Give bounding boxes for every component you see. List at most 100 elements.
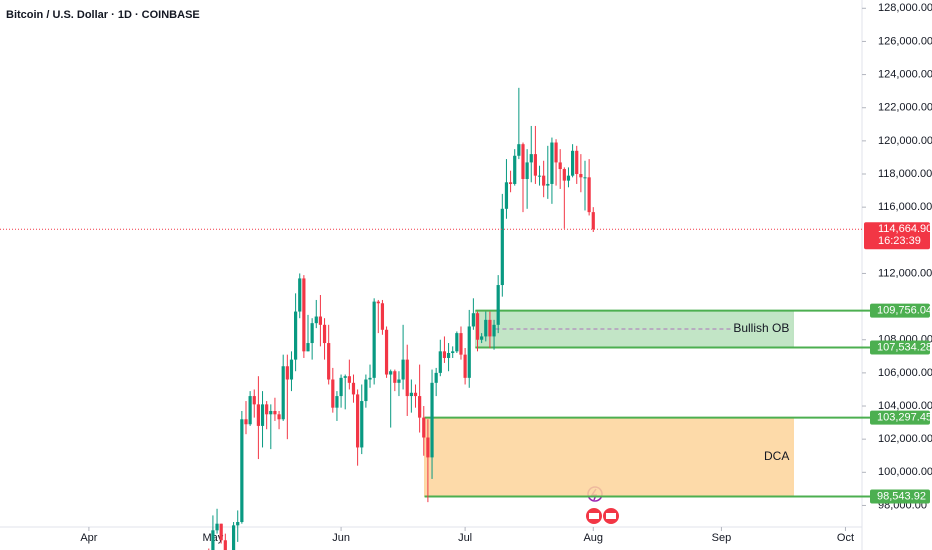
candle-body xyxy=(236,522,240,526)
zone-price-label: 107,534.28 xyxy=(877,341,932,353)
candle-body xyxy=(281,366,285,420)
candle-body xyxy=(298,278,302,312)
candle-body xyxy=(546,183,550,186)
y-tick-label: 100,000.00 xyxy=(878,466,932,478)
y-tick-label: 120,000.00 xyxy=(878,135,932,147)
y-tick-label: 102,000.00 xyxy=(878,433,932,445)
candle-body xyxy=(397,379,401,383)
icon xyxy=(589,513,599,519)
zone-price-label: 98,543.92 xyxy=(877,490,926,502)
candle-body xyxy=(521,144,525,179)
zone-price-box xyxy=(870,410,930,425)
y-tick-label: 126,000.00 xyxy=(878,35,932,47)
zone xyxy=(424,417,794,497)
candle-body xyxy=(252,396,256,405)
x-tick-label: Oct xyxy=(837,532,854,544)
candle-body xyxy=(438,351,442,373)
candle-body xyxy=(426,437,430,458)
candle-body xyxy=(380,303,385,330)
candle-body xyxy=(554,142,558,163)
x-tick-label: Apr xyxy=(80,532,97,544)
candle-body xyxy=(331,379,335,408)
candle-body xyxy=(570,150,575,176)
zone-price-box xyxy=(870,340,930,355)
zone-price-box xyxy=(870,303,930,318)
y-tick-label: 106,000.00 xyxy=(878,367,932,379)
y-tick-label: 112,000.00 xyxy=(878,267,932,279)
candle-body xyxy=(360,401,364,448)
candle-body xyxy=(240,419,244,523)
zone-price-label: 103,297.45 xyxy=(877,412,932,424)
candle-body xyxy=(558,162,562,170)
candle-body xyxy=(327,343,331,380)
candle-body xyxy=(484,319,488,337)
candle-body xyxy=(314,316,318,324)
candle-body xyxy=(550,142,554,184)
candle-body xyxy=(542,175,546,186)
x-tick-label: Aug xyxy=(583,532,603,544)
candle-body xyxy=(260,404,265,426)
countdown-label: 16:23:39 xyxy=(878,235,921,247)
y-tick-label: 116,000.00 xyxy=(878,201,932,213)
candle-body xyxy=(211,530,215,550)
candle-body xyxy=(467,326,471,378)
candle-body xyxy=(529,154,533,163)
candle-body xyxy=(310,323,314,344)
candle-body xyxy=(591,212,595,230)
last-price-label: 114,664.90 xyxy=(878,223,932,235)
candle-body xyxy=(302,278,306,352)
candle-body xyxy=(575,150,579,175)
candle-body xyxy=(471,313,475,327)
candle-body xyxy=(285,366,289,380)
zone-price-box xyxy=(870,489,930,504)
candle-body xyxy=(248,396,252,425)
candle-body xyxy=(537,175,542,177)
candle-body xyxy=(231,525,236,550)
candle-body xyxy=(393,371,397,383)
candle-body xyxy=(508,182,513,184)
candle-body xyxy=(413,392,418,397)
candle-body xyxy=(364,379,368,402)
candle-body xyxy=(223,540,227,550)
candle-body xyxy=(368,377,372,380)
candle-body xyxy=(525,162,529,179)
candle-body xyxy=(277,414,281,420)
candle-body xyxy=(459,333,463,355)
candle-body xyxy=(244,419,248,425)
candle-body xyxy=(422,417,426,438)
candle-body xyxy=(372,301,376,378)
candle-body xyxy=(500,208,504,286)
candle-body xyxy=(265,404,269,415)
candle-body xyxy=(566,175,571,181)
candle-body xyxy=(446,352,451,358)
candle-body xyxy=(405,359,409,397)
candle-body xyxy=(434,372,438,383)
zone-price-label: 109,756.04 xyxy=(877,305,932,317)
y-tick-label: 122,000.00 xyxy=(878,102,932,114)
candle-body xyxy=(273,410,277,415)
candle-body xyxy=(492,324,496,337)
candle-body xyxy=(376,301,380,304)
candle-body xyxy=(488,319,492,337)
candle-body xyxy=(480,336,484,340)
candle-body xyxy=(289,359,294,380)
x-tick-label: Jul xyxy=(458,532,472,544)
candle-body xyxy=(322,324,327,344)
candle-body xyxy=(533,154,537,176)
y-tick-label: 118,000.00 xyxy=(878,168,932,180)
candle-body xyxy=(256,404,260,426)
candle-body xyxy=(347,376,351,383)
chart-title: Bitcoin / U.S. Dollar · 1D · COINBASE xyxy=(6,9,200,21)
candle-body xyxy=(384,329,389,375)
zone-label: DCA xyxy=(764,449,789,463)
candle-body xyxy=(442,351,447,358)
candle-body xyxy=(451,351,455,353)
candle-body xyxy=(430,382,434,458)
candle-body xyxy=(335,396,339,408)
candle-body xyxy=(579,174,583,178)
y-tick-label: 128,000.00 xyxy=(878,2,932,14)
x-tick-label: Sep xyxy=(712,532,732,544)
zone xyxy=(474,310,794,348)
candle-body xyxy=(219,523,223,541)
